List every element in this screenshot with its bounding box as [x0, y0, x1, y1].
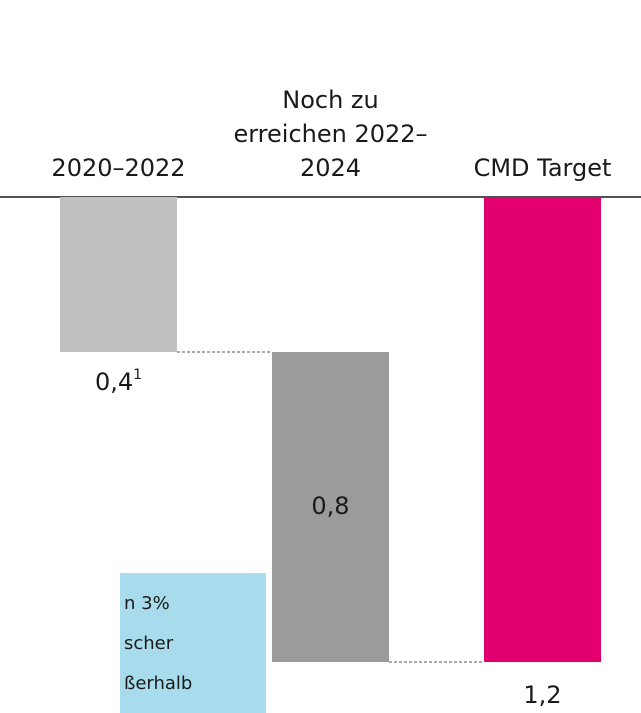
note-line: scher [124, 633, 174, 654]
category-label: Noch zu erreichen 2022–2024 [233, 86, 428, 182]
value-label: 0,8 [311, 492, 349, 520]
note-line: ßerhalb [124, 673, 193, 694]
category-label: 2020–2022 [51, 154, 186, 182]
bar [60, 197, 177, 352]
bar [484, 197, 601, 662]
bar [272, 352, 389, 662]
value-text: 1,2 [523, 681, 561, 709]
value-label: 0,41 [95, 367, 142, 396]
value-text: 0,4 [95, 368, 133, 396]
category-label: CMD Target [473, 154, 612, 182]
value-label: 1,2 [523, 681, 561, 709]
note-box: n 3% scher ßerhalb [120, 573, 266, 713]
value-text: 0,8 [311, 492, 349, 520]
footnote-marker: 1 [133, 367, 142, 383]
note-line: n 3% [124, 593, 170, 614]
